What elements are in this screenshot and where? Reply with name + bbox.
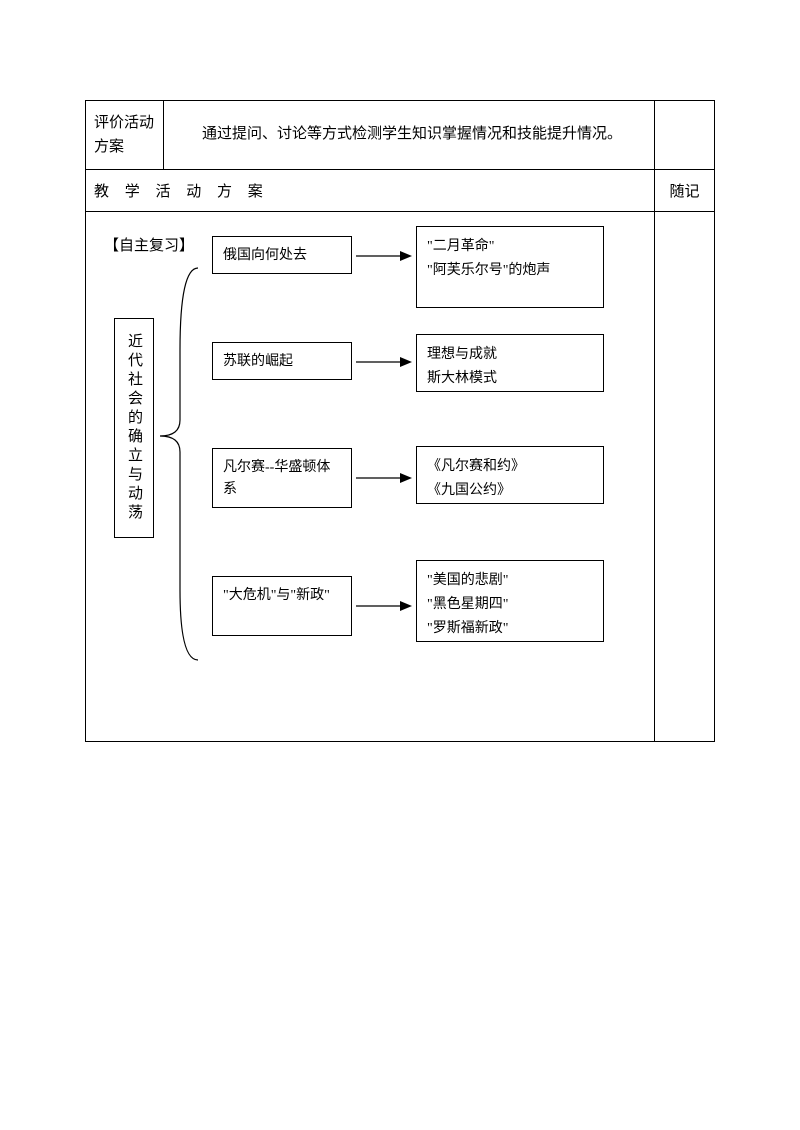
- right-line: "罗斯福新政": [427, 617, 593, 641]
- arrow-3: [356, 468, 412, 488]
- evaluation-label: 评价活动方案: [94, 111, 155, 159]
- branch-right-4: "美国的悲剧" "黑色星期四" "罗斯福新政": [416, 560, 604, 642]
- activity-header-text: 教 学 活 动 方 案: [94, 184, 269, 200]
- concept-diagram: 近代社会的确立与动荡 俄国向何处去 苏联的崛起 凡尔赛--华盛顿体系 "大危机"…: [104, 230, 644, 720]
- evaluation-empty-cell: [655, 101, 715, 170]
- evaluation-label-cell: 评价活动方案: [86, 101, 164, 170]
- right-line: 理想与成就: [427, 343, 593, 367]
- arrow-1: [356, 246, 412, 266]
- right-line: 《凡尔赛和约》: [427, 455, 593, 479]
- arrow-4: [356, 596, 412, 616]
- right-line: "二月革命": [427, 235, 593, 259]
- right-line: 斯大林模式: [427, 367, 593, 391]
- branch-mid-3: 凡尔赛--华盛顿体系: [212, 448, 352, 508]
- evaluation-content-cell: 通过提问、讨论等方式检测学生知识掌握情况和技能提升情况。: [164, 101, 655, 170]
- branch-mid-4: "大危机"与"新政": [212, 576, 352, 636]
- evaluation-row: 评价活动方案 通过提问、讨论等方式检测学生知识掌握情况和技能提升情况。: [86, 101, 715, 170]
- notes-header-cell: 随记: [655, 170, 715, 212]
- arrow-2: [356, 352, 412, 372]
- branch-right-1: "二月革命" "阿芙乐尔号"的炮声: [416, 226, 604, 308]
- right-line: 《九国公约》: [427, 479, 593, 503]
- lesson-plan-table: 评价活动方案 通过提问、讨论等方式检测学生知识掌握情况和技能提升情况。 教 学 …: [85, 100, 715, 742]
- branch-mid-2: 苏联的崛起: [212, 342, 352, 380]
- right-line: "阿芙乐尔号"的炮声: [427, 259, 593, 283]
- branch-right-3: 《凡尔赛和约》 《九国公约》: [416, 446, 604, 504]
- activity-content-cell: 【自主复习】 近代社会的确立与动荡 俄国向何处去 苏联的崛起 凡尔赛--华盛顿体…: [86, 212, 655, 742]
- right-line: "黑色星期四": [427, 593, 593, 617]
- activity-header-row: 教 学 活 动 方 案 随记: [86, 170, 715, 212]
- notes-content-cell: [655, 212, 715, 742]
- branch-mid-1: 俄国向何处去: [212, 236, 352, 274]
- brace-connector: [154, 260, 202, 670]
- root-box: 近代社会的确立与动荡: [114, 318, 154, 538]
- activity-content-row: 【自主复习】 近代社会的确立与动荡 俄国向何处去 苏联的崛起 凡尔赛--华盛顿体…: [86, 212, 715, 742]
- branch-right-2: 理想与成就 斯大林模式: [416, 334, 604, 392]
- evaluation-content: 通过提问、讨论等方式检测学生知识掌握情况和技能提升情况。: [172, 122, 646, 148]
- notes-header-text: 随记: [669, 184, 699, 200]
- activity-header-cell: 教 学 活 动 方 案: [86, 170, 655, 212]
- right-line: "美国的悲剧": [427, 569, 593, 593]
